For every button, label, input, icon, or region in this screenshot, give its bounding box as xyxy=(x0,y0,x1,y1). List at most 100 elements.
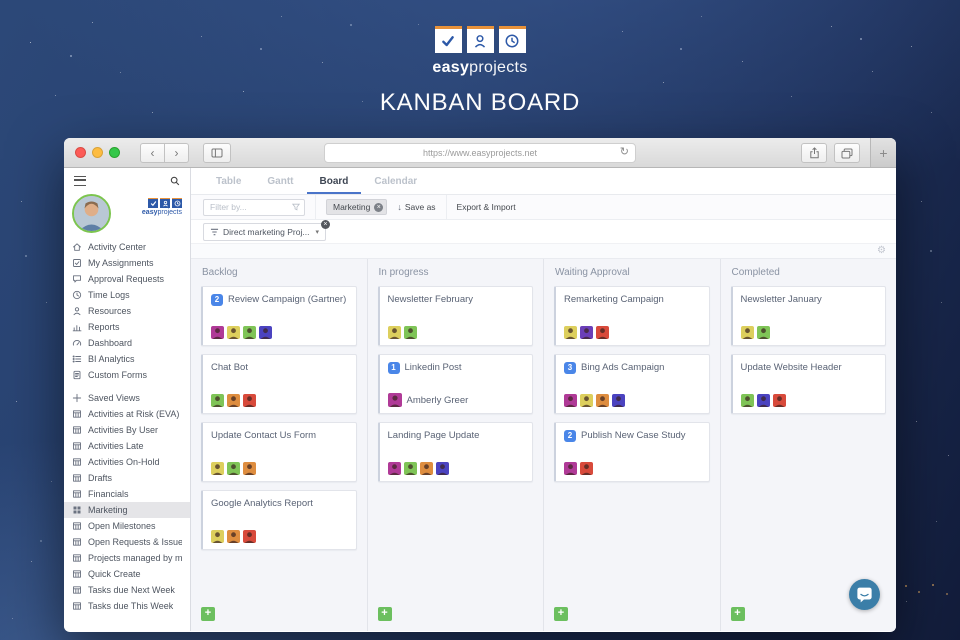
sidebar-item-bi-analytics[interactable]: BI Analytics xyxy=(64,351,190,367)
tabs-overview-button[interactable] xyxy=(834,143,860,163)
sidebar-item-time-logs[interactable]: Time Logs xyxy=(64,287,190,303)
sidebar-item-activities-late[interactable]: Activities Late xyxy=(64,438,190,454)
chat-support-button[interactable] xyxy=(849,579,880,610)
member-avatar xyxy=(756,394,770,407)
filter-input-box[interactable] xyxy=(203,198,305,216)
tab-calendar[interactable]: Calendar xyxy=(374,175,418,187)
grid-icon xyxy=(72,601,82,611)
close-window-button[interactable] xyxy=(75,147,86,158)
clock-icon xyxy=(72,290,82,300)
sidebar-item-marketing[interactable]: Marketing xyxy=(64,502,190,518)
window-controls xyxy=(75,147,120,158)
sidebar-item-resources[interactable]: Resources xyxy=(64,303,190,319)
remove-filter-icon[interactable]: × xyxy=(374,202,384,212)
sidebar-item-open-milestones[interactable]: Open Milestones xyxy=(64,518,190,534)
kanban-card-review-campaign-gartner[interactable]: 2 Review Campaign (Gartner) xyxy=(201,286,357,346)
address-bar[interactable]: https://www.easyprojects.net ↻ xyxy=(324,143,636,163)
zoom-window-button[interactable] xyxy=(109,147,120,158)
sidebar-item-open-requests-issues[interactable]: Open Requests & Issues xyxy=(64,534,190,550)
sidebar-item-saved-views[interactable]: Saved Views xyxy=(64,390,190,406)
sidebar-item-reports[interactable]: Reports xyxy=(64,319,190,335)
kanban-card-bing-ads-campaign[interactable]: 3 Bing Ads Campaign xyxy=(554,354,710,414)
minimize-window-button[interactable] xyxy=(92,147,103,158)
assignee-avatar xyxy=(387,393,402,407)
browser-sidebar-button[interactable] xyxy=(203,142,231,163)
card-title: Landing Page Update xyxy=(387,430,480,441)
sidebar-item-my-assignments[interactable]: My Assignments xyxy=(64,255,190,271)
card-title: Newsletter January xyxy=(740,294,822,305)
sidebar-item-activities-on-hold[interactable]: Activities On-Hold xyxy=(64,454,190,470)
kanban-card-newsletter-january[interactable]: Newsletter January xyxy=(730,286,886,346)
sidebar-item-activities-at-risk-eva[interactable]: Activities at Risk (EVA) xyxy=(64,406,190,422)
kanban-card-remarketing-campaign[interactable]: Remarketing Campaign xyxy=(554,286,710,346)
kanban-card-google-analytics-report[interactable]: Google Analytics Report xyxy=(201,490,357,550)
main-panel: Table Gantt Board Calendar Marketing × xyxy=(191,168,896,631)
kanban-card-chat-bot[interactable]: Chat Bot xyxy=(201,354,357,414)
browser-forward-button[interactable]: › xyxy=(165,142,189,163)
member-avatar xyxy=(564,462,577,475)
card-title: Bing Ads Campaign xyxy=(581,362,665,373)
sidebar-item-financials[interactable]: Financials xyxy=(64,486,190,502)
sidebar-item-label: Marketing xyxy=(88,505,128,515)
kanban-board: Backlog 2 Review Campaign (Gartner) Chat Bo… xyxy=(191,259,896,631)
sidebar-menu: Activity Center My Assignments Approval Re… xyxy=(64,237,190,631)
sidebar-item-quick-create[interactable]: Quick Create xyxy=(64,566,190,582)
remove-project-filter-icon[interactable]: × xyxy=(320,219,330,229)
user-avatar[interactable] xyxy=(72,194,111,233)
card-avatars xyxy=(564,326,701,339)
column-title: In progress xyxy=(378,267,429,278)
browser-back-button[interactable]: ‹ xyxy=(140,142,165,163)
member-avatar xyxy=(740,326,754,339)
sidebar-item-label: Saved Views xyxy=(88,393,140,403)
sidebar-item-label: Dashboard xyxy=(88,338,133,348)
kanban-card-update-website-header[interactable]: Update Website Header xyxy=(730,354,886,414)
sidebar-item-tasks-due-next-week[interactable]: Tasks due Next Week xyxy=(64,582,190,598)
sidebar-item-projects-managed-by-me[interactable]: Projects managed by me xyxy=(64,550,190,566)
filter-input[interactable] xyxy=(208,201,282,213)
add-card-button[interactable]: + xyxy=(554,607,568,621)
menu-toggle-icon[interactable] xyxy=(74,175,86,186)
add-card-button[interactable]: + xyxy=(201,607,215,621)
project-dropdown[interactable]: Direct marketing Proj... ▾ × xyxy=(203,219,330,241)
grid-icon xyxy=(72,441,82,451)
tab-table[interactable]: Table xyxy=(216,175,242,187)
card-count-badge: 1 xyxy=(387,362,400,374)
person-icon xyxy=(160,198,170,208)
sidebar-item-approval-requests[interactable]: Approval Requests xyxy=(64,271,190,287)
sidebar-item-label: Tasks due This Week xyxy=(88,601,174,611)
gauge-icon xyxy=(72,338,82,348)
card-assignee: Amberly Greer xyxy=(387,393,525,407)
kanban-card-publish-new-case-study[interactable]: 2 Publish New Case Study xyxy=(554,422,710,482)
kanban-card-update-contact-us-form[interactable]: Update Contact Us Form xyxy=(201,422,357,482)
sidebar-item-custom-forms[interactable]: Custom Forms xyxy=(64,367,190,383)
add-card-button[interactable]: + xyxy=(377,607,392,621)
sidebar-item-drafts[interactable]: Drafts xyxy=(64,470,190,486)
reload-icon[interactable]: ↻ xyxy=(619,146,629,158)
export-import-button[interactable]: Export & Import xyxy=(456,202,516,212)
kanban-card-landing-page-update[interactable]: Landing Page Update xyxy=(377,422,533,482)
member-avatar xyxy=(243,394,256,407)
sidebar-item-dashboard[interactable]: Dashboard xyxy=(64,335,190,351)
share-button[interactable] xyxy=(801,143,827,163)
grid-icon xyxy=(72,569,82,579)
card-avatars xyxy=(740,394,878,407)
sidebar-item-activities-by-user[interactable]: Activities By User xyxy=(64,422,190,438)
tab-gantt[interactable]: Gantt xyxy=(267,175,294,187)
chevron-down-icon: ▾ xyxy=(315,228,319,236)
member-avatar xyxy=(596,326,609,339)
kanban-card-newsletter-february[interactable]: Newsletter February xyxy=(377,286,533,346)
search-icon[interactable] xyxy=(170,176,180,186)
filter-chip-marketing[interactable]: Marketing × xyxy=(326,199,388,215)
card-avatars xyxy=(211,530,348,543)
kanban-card-linkedin-post[interactable]: 1 Linkedin Post Amberly Greer xyxy=(377,354,533,414)
sidebar-item-tasks-due-this-week[interactable]: Tasks due This Week xyxy=(64,598,190,614)
tab-board[interactable]: Board xyxy=(307,168,362,194)
sidebar-item-activity-center[interactable]: Activity Center xyxy=(64,239,190,255)
member-avatar xyxy=(227,530,240,543)
sidebar-item-label: Drafts xyxy=(88,473,113,483)
new-tab-button[interactable]: + xyxy=(870,138,896,167)
add-card-button[interactable]: + xyxy=(730,607,745,621)
chart-icon xyxy=(72,322,82,332)
save-as-button[interactable]: ↓ Save as xyxy=(397,202,436,212)
gear-icon[interactable]: ⚙ xyxy=(877,245,886,256)
